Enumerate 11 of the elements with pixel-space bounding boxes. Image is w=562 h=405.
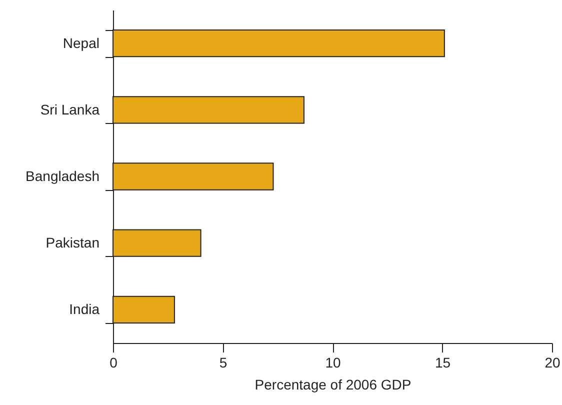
x-tick-label: 5	[219, 354, 228, 370]
y-tick-label: India	[69, 301, 100, 318]
x-tick-label: 20	[544, 354, 560, 370]
x-tick-label: 15	[434, 354, 451, 370]
x-axis-title: Percentage of 2006 GDP	[254, 376, 412, 392]
y-tick-label: Nepal	[62, 34, 100, 51]
y-tick-label: Bangladesh	[26, 168, 100, 184]
y-tick-label: Sri Lanka	[40, 101, 100, 118]
x-tick-label: 0	[110, 354, 118, 370]
y-tick-label: Pakistan	[46, 234, 100, 251]
x-tick-label: 10	[325, 354, 341, 370]
